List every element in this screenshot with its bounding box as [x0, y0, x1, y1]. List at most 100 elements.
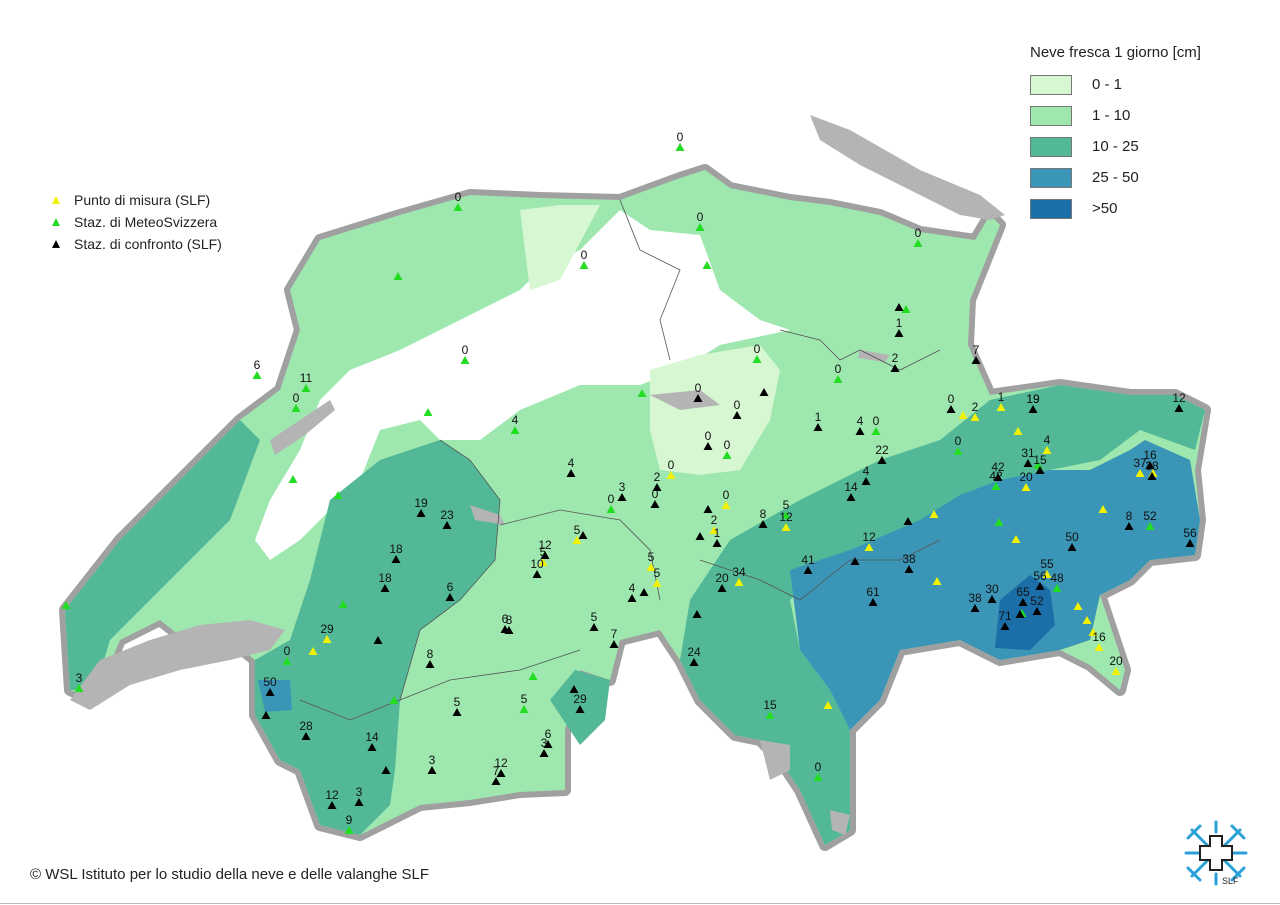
station-value-label: 20: [1109, 654, 1123, 668]
station-marker: [572, 536, 582, 544]
station-marker: [1147, 472, 1157, 480]
station-value-label: 0: [705, 429, 712, 443]
station-value-label: 11: [300, 371, 313, 385]
station-value-label: 10: [530, 557, 544, 571]
station-marker: [566, 469, 576, 477]
station-marker: [425, 660, 435, 668]
station-marker: [452, 708, 462, 716]
station-value-label: 0: [948, 392, 955, 406]
station-value-label: 50: [263, 675, 277, 689]
legend-label: 25 - 50: [1092, 169, 1139, 186]
station-marker: [1018, 598, 1028, 606]
station-marker: [850, 557, 860, 565]
legend-class-10-25: 10 - 25: [1030, 131, 1260, 162]
station-marker: [519, 705, 529, 713]
station-value-label: 6: [545, 727, 552, 741]
station-marker: [901, 305, 911, 313]
station-value-label: 1: [998, 390, 1005, 404]
station-marker: [758, 520, 768, 528]
station-marker: [712, 539, 722, 547]
station-type-label: Punto di misura (SLF): [74, 192, 211, 208]
station-value-label: 12: [494, 756, 508, 770]
station-marker: [1042, 570, 1052, 578]
station-value-label: 0: [284, 644, 291, 658]
station-marker: [74, 684, 84, 692]
station-marker: [971, 356, 981, 364]
station-marker: [695, 532, 705, 540]
station-marker: [491, 777, 501, 785]
station-marker: [689, 658, 699, 666]
station-marker: [781, 511, 791, 519]
station-marker: [946, 405, 956, 413]
station-marker: [781, 523, 791, 531]
station-marker: [282, 657, 292, 665]
station-marker: [650, 500, 660, 508]
station-value-label: 1: [714, 526, 721, 540]
station-marker: [871, 427, 881, 435]
station-marker: [717, 584, 727, 592]
station-value-label: 4: [512, 413, 519, 427]
station-value-label: 52: [1143, 509, 1157, 523]
station-marker: [627, 594, 637, 602]
station-marker: [846, 493, 856, 501]
station-marker: [609, 640, 619, 648]
station-marker: [864, 543, 874, 551]
legend-swatch: [1030, 167, 1072, 188]
station-value-label: 1: [815, 410, 822, 424]
station-value-label: 15: [1033, 453, 1047, 467]
zone-no-data: [255, 210, 790, 560]
station-marker: [575, 705, 585, 713]
station-value-label: 37: [1133, 456, 1147, 470]
station-marker: [308, 647, 318, 655]
station-value-label: 38: [1145, 459, 1159, 473]
station-value-label: 2: [892, 351, 899, 365]
station-value-label: 0: [668, 458, 675, 472]
station-value-label: 0: [695, 381, 702, 395]
station-marker: [877, 456, 887, 464]
copyright-notice: © WSL Istituto per lo studio della neve …: [30, 866, 430, 883]
legend-class-25-50: 25 - 50: [1030, 162, 1260, 193]
station-marker: [1011, 535, 1021, 543]
station-value-label: 16: [1092, 630, 1106, 644]
station-value-label: 38: [968, 591, 982, 605]
station-value-label: 0: [581, 248, 588, 262]
station-marker: [646, 563, 656, 571]
station-marker: [932, 577, 942, 585]
station-value-label: 12: [779, 510, 793, 524]
station-marker: [637, 389, 647, 397]
canton-boundaries: [299, 199, 941, 721]
station-marker: [496, 769, 506, 777]
station-value-label: 3: [429, 753, 436, 767]
station-type-slf-point: Punto di misura (SLF): [52, 189, 222, 211]
station-value-label: 3: [541, 736, 548, 750]
station-marker: [970, 413, 980, 421]
station-value-label: 3: [356, 785, 363, 799]
station-marker: [261, 711, 271, 719]
station-marker: [578, 531, 588, 539]
station-marker: [991, 482, 1001, 490]
station-marker: [703, 442, 713, 450]
station-value-label: 20: [715, 571, 729, 585]
station-value-label: 22: [875, 443, 889, 457]
station-value-label: 4: [1044, 433, 1051, 447]
station-marker: [813, 423, 823, 431]
station-value-label: 20: [1019, 470, 1033, 484]
station-value-label: 0: [697, 210, 704, 224]
station-marker: [1042, 446, 1052, 454]
station-marker: [703, 505, 713, 513]
station-type-label: Staz. di MeteoSvizzera: [74, 214, 218, 230]
station-marker: [381, 766, 391, 774]
station-value-label: 41: [801, 553, 815, 567]
station-marker: [1023, 459, 1033, 467]
station-value-label: 29: [320, 622, 334, 636]
station-value-label: 14: [365, 730, 379, 744]
station-value-label: 6: [447, 580, 454, 594]
station-marker: [416, 509, 426, 517]
station-marker: [868, 598, 878, 606]
legend-label: >50: [1092, 200, 1118, 217]
legend-class-over-50: >50: [1030, 193, 1260, 224]
station-value-label: 5: [654, 566, 661, 580]
station-value-label: 61: [866, 585, 880, 599]
